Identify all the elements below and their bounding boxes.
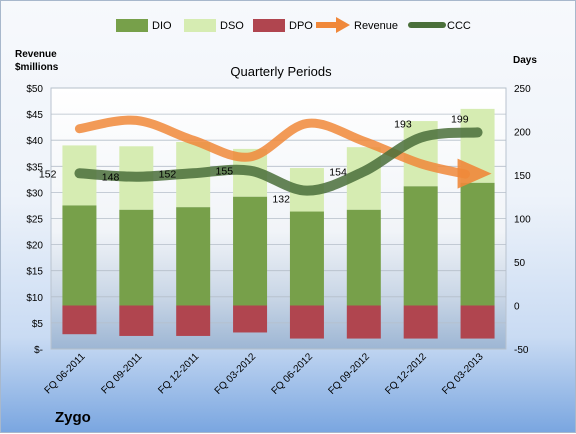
revenue-line	[74, 115, 471, 179]
right-tick-label: 50	[514, 258, 526, 269]
bar-dpo	[460, 305, 495, 339]
bar-dio	[460, 182, 495, 306]
left-tick-label: $20	[26, 241, 43, 252]
right-tick-label: 100	[514, 215, 531, 226]
legend-label: Revenue	[354, 20, 398, 32]
ccc-data-label: 193	[394, 119, 412, 131]
legend-label: DSO	[220, 20, 244, 32]
bar-dio	[346, 209, 381, 306]
left-tick-label: $25	[26, 215, 43, 226]
legend-label: CCC	[447, 20, 471, 32]
ccc-data-label: 148	[102, 172, 120, 184]
bar-dio	[176, 207, 211, 306]
bar-dio	[289, 211, 324, 306]
bar-dio	[403, 186, 438, 306]
right-tick-label: 200	[514, 128, 531, 139]
ccc-labels-group: 152 148 152 155 132 154 193 199	[39, 113, 469, 205]
bar-dpo	[119, 305, 154, 336]
bar-dpo	[176, 305, 211, 336]
left-axis-title-line1: Revenue	[15, 49, 57, 60]
left-axis-ticks: $- $5 $10 $15 $20 $25 $30 $35 $40 $45 $50	[26, 84, 43, 356]
right-tick-label: 250	[514, 84, 531, 95]
ccc-data-label: 132	[272, 194, 290, 206]
left-tick-label: $45	[26, 110, 43, 121]
x-tick-label: FQ 03-2013	[440, 351, 486, 397]
left-tick-label: $40	[26, 136, 43, 147]
company-name: Zygo	[55, 409, 91, 426]
ccc-data-label: 155	[216, 166, 234, 178]
left-tick-label: $-	[34, 345, 43, 356]
left-tick-label: $50	[26, 84, 43, 95]
legend-swatch	[184, 19, 216, 32]
revenue-arrowhead	[457, 158, 492, 189]
x-tick-label: FQ 12-2011	[156, 351, 201, 396]
left-tick-label: $5	[32, 319, 44, 330]
x-tick-label: FQ 06-2011	[43, 351, 88, 396]
bar-dpo	[289, 305, 324, 339]
left-tick-label: $30	[26, 188, 43, 199]
bar-dpo	[346, 305, 381, 339]
ccc-data-label: 152	[39, 168, 57, 180]
bar-dpo	[403, 305, 438, 339]
right-tick-label: 150	[514, 171, 531, 182]
x-tick-label: FQ 09-2011	[99, 351, 144, 396]
bar-dio	[62, 205, 97, 306]
left-tick-label: $15	[26, 267, 43, 278]
bars-group	[62, 108, 495, 339]
x-tick-label: FQ 09-2012	[326, 351, 372, 397]
legend-label: DPO	[289, 20, 313, 32]
ccc-data-label: 154	[329, 167, 347, 179]
x-tick-label: FQ 03-2012	[213, 351, 259, 397]
right-axis-ticks: -50 0 50 100 150 200 250	[514, 84, 531, 356]
legend-swatch-arrowhead	[336, 17, 350, 33]
bar-dio	[119, 209, 154, 306]
bar-dio	[233, 196, 268, 306]
ccc-line	[74, 127, 483, 196]
x-axis-ticks: FQ 06-2011 FQ 09-2011 FQ 12-2011 FQ 03-2012…	[43, 351, 486, 397]
left-tick-label: $10	[26, 293, 43, 304]
left-tick-label: $35	[26, 162, 43, 173]
legend-swatch	[116, 19, 148, 32]
right-axis-title: Days	[513, 55, 537, 66]
right-tick-label: -50	[514, 345, 529, 356]
right-tick-label: 0	[514, 302, 520, 313]
x-tick-label: FQ 06-2012	[270, 351, 316, 397]
chart-title: Quarterly Periods	[230, 64, 332, 79]
legend: DIO DSO DPO Revenue CCC	[116, 17, 471, 33]
x-tick-label: FQ 12-2012	[383, 351, 429, 397]
ccc-data-label: 199	[451, 113, 469, 125]
legend-label: DIO	[152, 20, 172, 32]
left-axis-title-line2: $millions	[15, 62, 59, 73]
bar-dpo	[233, 305, 268, 333]
ccc-data-label: 152	[159, 168, 177, 180]
lines-group	[74, 115, 492, 196]
legend-swatch	[253, 19, 285, 32]
bar-dpo	[62, 305, 97, 335]
